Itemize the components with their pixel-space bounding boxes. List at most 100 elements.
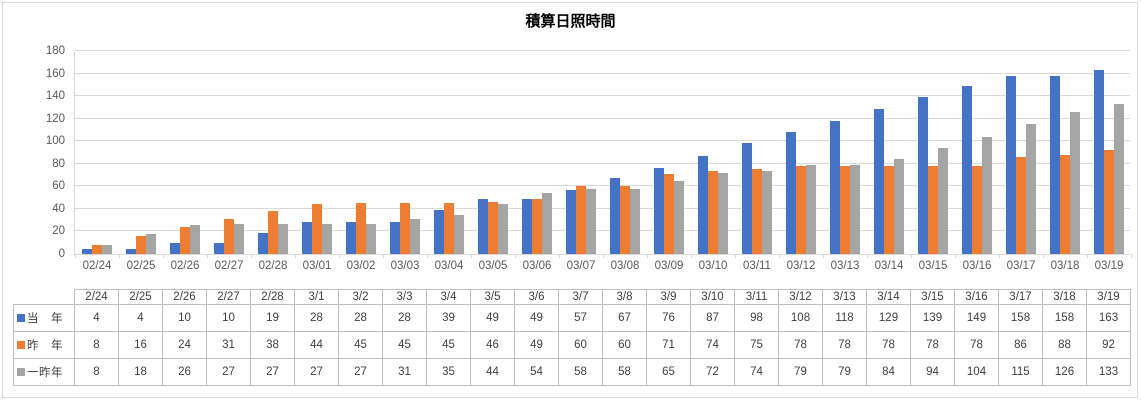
bar-sakunen (532, 199, 542, 254)
table-value-cell: 45 (426, 331, 471, 359)
table-date-header: 2/25 (118, 289, 163, 305)
table-value-cell: 49 (514, 304, 559, 332)
bar-issakunen (806, 165, 816, 254)
y-gridline (75, 118, 1130, 119)
table-value-cell: 65 (646, 358, 691, 386)
x-axis-tick (867, 254, 868, 258)
table-value-cell: 39 (426, 304, 471, 332)
bar-sakunen (92, 245, 102, 254)
bar-sakunen (884, 166, 894, 254)
table-value-cell: 49 (470, 304, 515, 332)
table-value-cell: 44 (470, 358, 515, 386)
x-axis-tick (999, 254, 1000, 258)
table-value-cell: 133 (1086, 358, 1131, 386)
x-axis-tick (1043, 254, 1044, 258)
table-value-cell: 74 (734, 358, 779, 386)
table-value-cell: 163 (1086, 304, 1131, 332)
x-axis-tick (427, 254, 428, 258)
bar-tonen (390, 222, 400, 254)
x-axis-label: 03/08 (610, 260, 640, 272)
x-axis-label: 03/03 (390, 260, 420, 272)
y-gridline (75, 163, 1130, 164)
table-date-header: 3/9 (646, 289, 691, 305)
x-axis-tick (735, 254, 736, 258)
bar-tonen (434, 210, 444, 254)
y-axis-label: 120 (45, 113, 65, 125)
table-date-header: 3/4 (426, 289, 471, 305)
data-table: 2/24 2/25 2/26 2/27 2/28 3/1 3/2 3/3 3/4 3/5 3/6 3/… (13, 289, 1131, 386)
x-axis-tick (383, 254, 384, 258)
x-axis-label: 03/01 (302, 260, 332, 272)
x-axis-label: 02/27 (214, 260, 244, 272)
table-value-cell: 79 (778, 358, 823, 386)
y-axis-label: 60 (52, 180, 65, 192)
table-value-cell: 87 (690, 304, 735, 332)
bar-issakunen (938, 148, 948, 254)
table-value-cell: 58 (602, 358, 647, 386)
table-value-cell: 118 (822, 304, 867, 332)
table-value-cell: 27 (294, 358, 339, 386)
bar-issakunen (1114, 104, 1124, 254)
table-value-cell: 45 (338, 331, 383, 359)
bar-tonen (478, 199, 488, 254)
y-axis-label: 100 (45, 135, 65, 147)
y-gridline (75, 208, 1130, 209)
table-date-header: 3/13 (822, 289, 867, 305)
table-value-cell: 78 (954, 331, 999, 359)
x-axis-tick (163, 254, 164, 258)
table-value-cell: 71 (646, 331, 691, 359)
bar-issakunen (234, 224, 244, 254)
bar-tonen (1094, 70, 1104, 254)
table-value-cell: 31 (206, 331, 251, 359)
bar-issakunen (1070, 112, 1080, 254)
x-axis-label: 03/19 (1094, 260, 1124, 272)
table-date-header: 3/16 (954, 289, 999, 305)
table-value-cell: 27 (338, 358, 383, 386)
table-value-cell: 115 (998, 358, 1043, 386)
x-axis-tick (339, 254, 340, 258)
table-value-cell: 24 (162, 331, 207, 359)
x-axis-tick (251, 254, 252, 258)
table-value-cell: 10 (162, 304, 207, 332)
table-value-cell: 75 (734, 331, 779, 359)
table-date-header: 3/15 (910, 289, 955, 305)
x-axis-label: 03/15 (918, 260, 948, 272)
x-axis-tick (559, 254, 560, 258)
x-axis-tick (779, 254, 780, 258)
table-value-cell: 46 (470, 331, 515, 359)
legend-key-icon (17, 341, 25, 349)
y-gridline (75, 73, 1130, 74)
bar-issakunen (630, 189, 640, 254)
legend-cell: 昨 年 (13, 331, 75, 359)
table-date-header: 2/26 (162, 289, 207, 305)
bar-issakunen (278, 224, 288, 254)
legend-key-icon (17, 368, 25, 376)
y-axis-label: 20 (52, 225, 65, 237)
table-value-cell: 98 (734, 304, 779, 332)
table-row: 昨 年 8 16 24 31 38 44 45 45 45 46 49 60 60 71 74 75 78 78 78… (13, 331, 1131, 359)
bar-issakunen (146, 234, 156, 254)
x-axis-tick (75, 254, 76, 258)
bar-tonen (1050, 76, 1060, 254)
x-axis-tick (207, 254, 208, 258)
legend-cell: 当 年 (13, 304, 75, 332)
table-date-header: 3/3 (382, 289, 427, 305)
table-date-header: 2/24 (74, 289, 119, 305)
y-gridline (75, 95, 1130, 96)
x-axis-label: 03/18 (1050, 260, 1080, 272)
bar-issakunen (322, 224, 332, 254)
table-corner-cell (13, 289, 75, 305)
table-value-cell: 31 (382, 358, 427, 386)
table-date-header: 3/18 (1042, 289, 1087, 305)
x-axis-tick (1087, 254, 1088, 258)
bar-issakunen (586, 189, 596, 254)
table-value-cell: 4 (74, 304, 119, 332)
table-date-header: 3/17 (998, 289, 1043, 305)
table-value-cell: 78 (910, 331, 955, 359)
table-date-header: 3/2 (338, 289, 383, 305)
table-date-header: 2/28 (250, 289, 295, 305)
table-value-cell: 129 (866, 304, 911, 332)
table-value-cell: 8 (74, 358, 119, 386)
bar-sakunen (664, 174, 674, 254)
x-axis-label: 02/26 (170, 260, 200, 272)
